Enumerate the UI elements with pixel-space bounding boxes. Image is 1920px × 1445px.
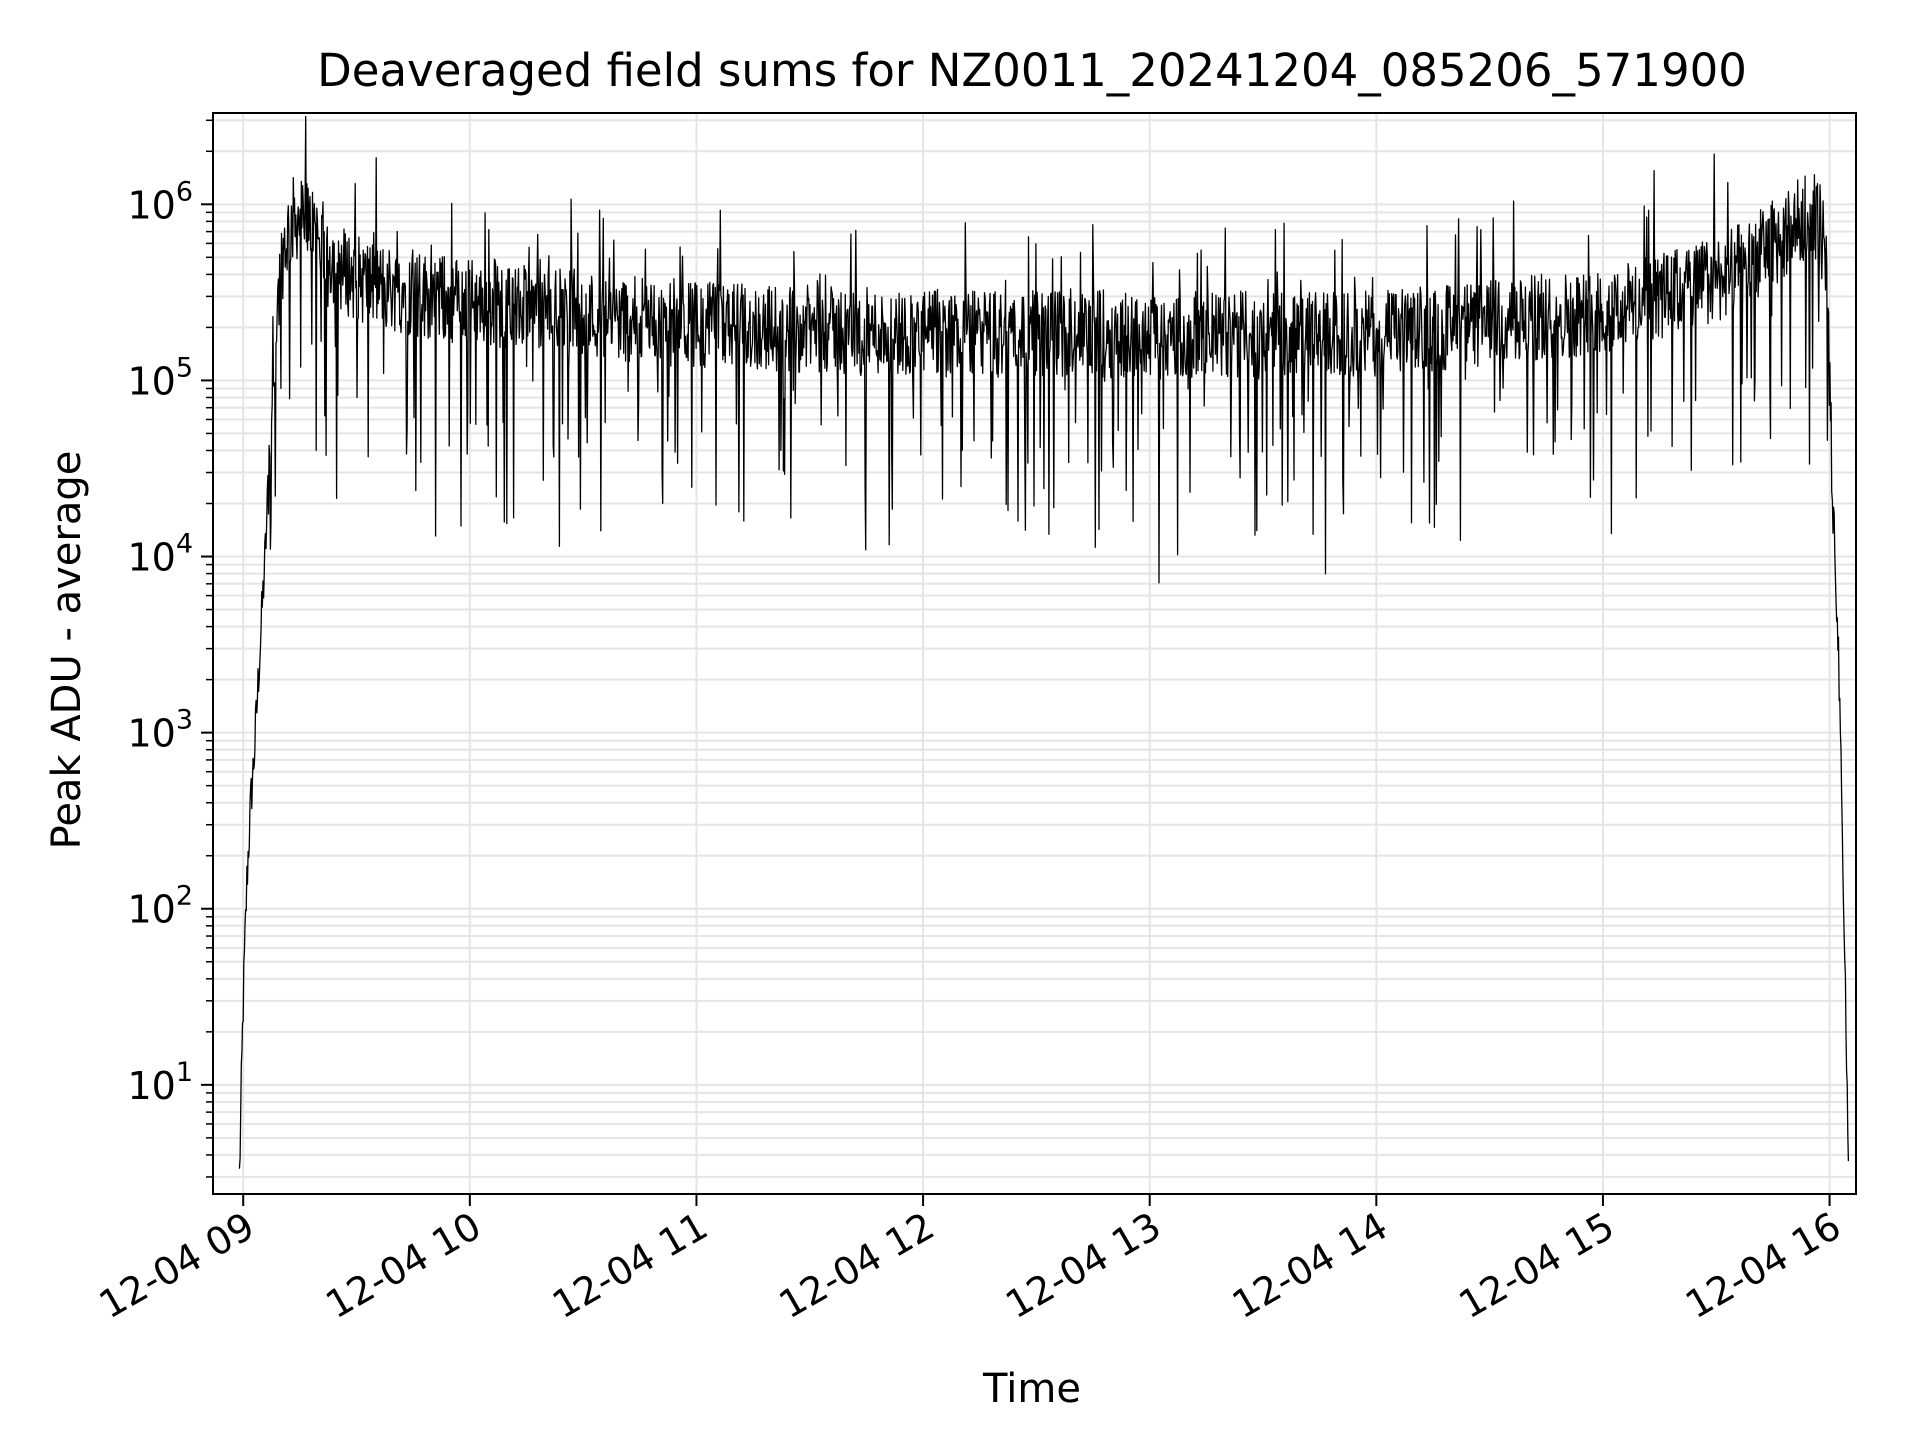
- chart-title: Deaveraged field sums for NZ0011_2024120…: [317, 44, 1747, 97]
- y-tick-label-base: 10: [127, 536, 175, 580]
- y-tick-label: 105: [127, 352, 193, 403]
- y-tick-label-base: 10: [127, 888, 175, 932]
- grid-minor: [213, 119, 1856, 1178]
- y-tick-label-exponent: 3: [176, 705, 193, 736]
- y-tick-label: 102: [127, 881, 193, 932]
- series-layer: [238, 116, 1850, 1169]
- y-tick-label: 103: [127, 705, 193, 756]
- series-line: [238, 116, 1850, 1169]
- y-tick-label-exponent: 1: [176, 1057, 193, 1088]
- y-axis-label: Peak ADU - average: [44, 451, 90, 850]
- y-tick-label-exponent: 4: [176, 529, 193, 560]
- y-tick-label-base: 10: [127, 359, 175, 403]
- ticks-layer: [201, 119, 1831, 1206]
- plot-frame: [212, 112, 1857, 1195]
- y-tick-label: 104: [127, 529, 193, 580]
- y-tick-label-exponent: 5: [176, 352, 193, 383]
- y-tick-label-base: 10: [127, 1064, 175, 1108]
- y-tick-label-exponent: 2: [176, 881, 193, 912]
- y-tick-label-base: 10: [127, 712, 175, 756]
- y-tick-label-base: 10: [127, 183, 175, 227]
- y-tick-label: 106: [127, 176, 193, 227]
- y-tick-label: 101: [127, 1057, 193, 1108]
- y-tick-label-exponent: 6: [176, 176, 193, 207]
- x-axis-label: Time: [982, 1366, 1081, 1412]
